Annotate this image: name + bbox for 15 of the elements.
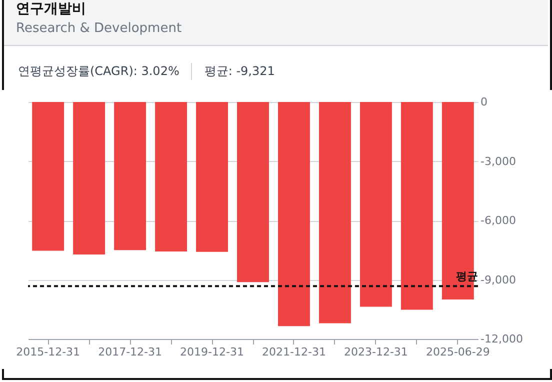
y-tick-label: -3,000 (480, 154, 516, 168)
y-tick-label: -6,000 (480, 214, 516, 227)
x-tick-label: 2025-06-29 (426, 346, 490, 358)
chart-title: 연구개발비 (16, 0, 86, 18)
text: 평균: -9,321 (191, 63, 275, 80)
x-tick-label: 2019-12-31 (180, 346, 244, 358)
text: 연평균성장률(CAGR): 3.02% (18, 63, 180, 80)
x-tick-label: 2017-12-31 (98, 346, 162, 358)
x-tick-label: 2021-12-31 (262, 346, 326, 358)
y-tick-label: 0 (480, 96, 488, 108)
x-tick-label: 2015-12-31 (16, 346, 80, 358)
chart-subtitle: Research & Development (16, 21, 182, 36)
y-tick-label: -9,000 (480, 273, 516, 286)
y-tick-label: -12,000 (480, 332, 523, 346)
x-tick-label: 2023-12-31 (344, 346, 408, 358)
